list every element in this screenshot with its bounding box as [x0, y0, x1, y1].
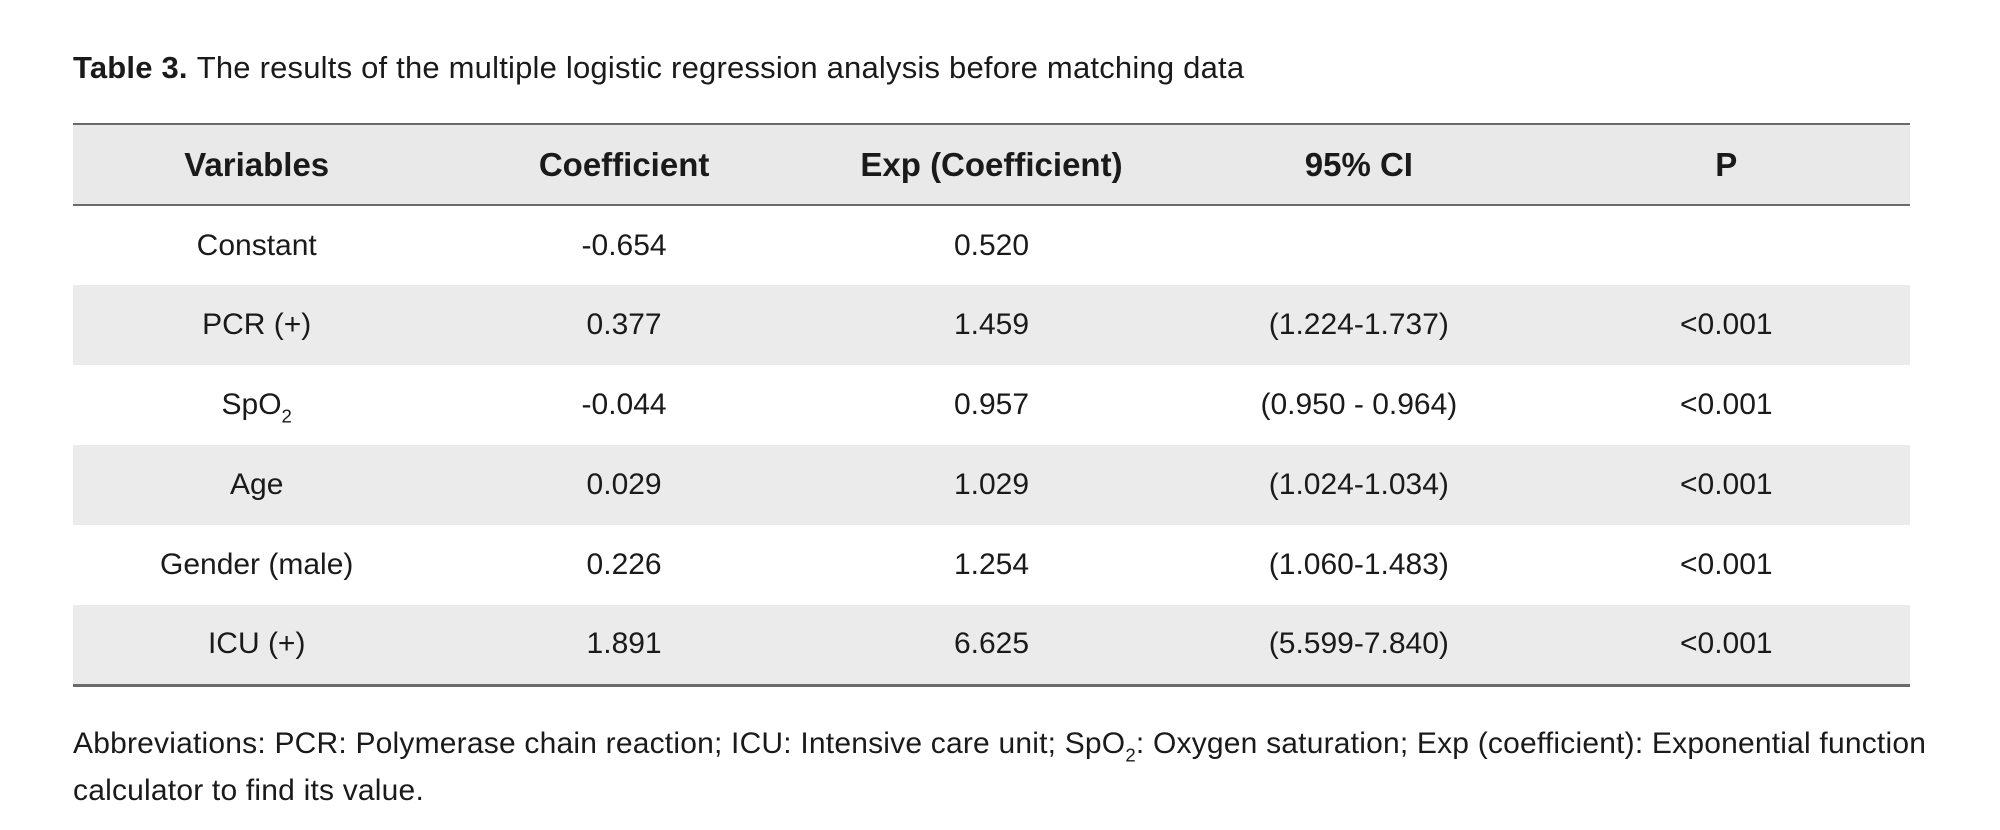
table-head: Variables Coefficient Exp (Coefficient) 95%… — [73, 124, 1910, 205]
column-header-variable: Variables — [184, 145, 330, 183]
cell-coefficient: 1.891 — [586, 627, 662, 661]
cell-exp_coefficient: 1.029 — [953, 468, 1030, 501]
table-row: SpO2 -0.044 0.957 (0.950 - 0.964) <0.001 — [73, 365, 1910, 445]
cell-variable: SpO2 — [221, 388, 292, 427]
table-row: Age 0.029 1.029 (1.024-1.034) <0.001 — [73, 445, 1910, 525]
cell-p_value: <0.001 — [1679, 388, 1773, 421]
cell-p_value — [1543, 205, 1910, 285]
column-header-ci_95: 95% CI — [1304, 145, 1413, 183]
cell-variable: Constant — [196, 228, 317, 262]
table-row: PCR (+) 0.377 1.459 (1.224-1.737) <0.001 — [73, 285, 1910, 365]
cell-coefficient: -0.044 — [581, 388, 667, 421]
cell-ci_95: (5.599-7.840) — [1268, 627, 1449, 661]
header-row: Variables Coefficient Exp (Coefficient) 95%… — [73, 124, 1910, 205]
cell-variable: Gender (male) — [159, 548, 354, 581]
cell-exp_coefficient: 0.520 — [953, 228, 1030, 262]
cell-coefficient: 0.029 — [586, 468, 662, 501]
table-body: Constant -0.654 0.520 PCR (+) 0.377 1.459 (1.2… — [73, 205, 1910, 685]
table-caption-label: Table 3. — [73, 50, 188, 85]
table-row: Gender (male) 0.226 1.254 (1.060-1.483) <0.0… — [73, 525, 1910, 605]
cell-variable: ICU (+) — [207, 627, 306, 661]
table-row: Constant -0.654 0.520 — [73, 205, 1910, 285]
cell-p_value: <0.001 — [1679, 308, 1773, 341]
cell-ci_95 — [1175, 205, 1542, 285]
cell-p_value: <0.001 — [1679, 548, 1773, 581]
table-caption-text: The results of the multiple logistic reg… — [196, 50, 1245, 85]
table-caption: Table 3. The results of the multiple logi… — [73, 48, 1965, 88]
cell-exp_coefficient: 1.254 — [953, 548, 1030, 581]
cell-exp_coefficient: 1.459 — [953, 308, 1030, 341]
column-header-coefficient: Coefficient — [538, 145, 710, 183]
cell-variable: Age — [230, 468, 284, 501]
cell-exp_coefficient: 6.625 — [953, 627, 1030, 661]
cell-ci_95: (0.950 - 0.964) — [1260, 388, 1458, 421]
cell-coefficient: 0.226 — [586, 548, 662, 581]
cell-p_value: <0.001 — [1679, 468, 1773, 501]
regression-results-table: Variables Coefficient Exp (Coefficient) 95%… — [73, 123, 1910, 687]
column-header-p_value: P — [1715, 145, 1738, 183]
table-row: ICU (+) 1.891 6.625 (5.599-7.840) <0.001 — [73, 605, 1910, 685]
cell-exp_coefficient: 0.957 — [953, 388, 1030, 421]
table-footnote: Abbreviations: PCR: Polymerase chain rea… — [73, 726, 1927, 807]
cell-ci_95: (1.024-1.034) — [1268, 468, 1449, 501]
cell-p_value: <0.001 — [1679, 627, 1773, 661]
cell-coefficient: 0.377 — [586, 308, 662, 341]
cell-coefficient: -0.654 — [581, 228, 667, 262]
cell-ci_95: (1.224-1.737) — [1268, 308, 1449, 341]
cell-variable: PCR (+) — [202, 308, 312, 341]
column-header-exp_coefficient: Exp (Coefficient) — [860, 145, 1123, 183]
cell-ci_95: (1.060-1.483) — [1268, 548, 1449, 581]
